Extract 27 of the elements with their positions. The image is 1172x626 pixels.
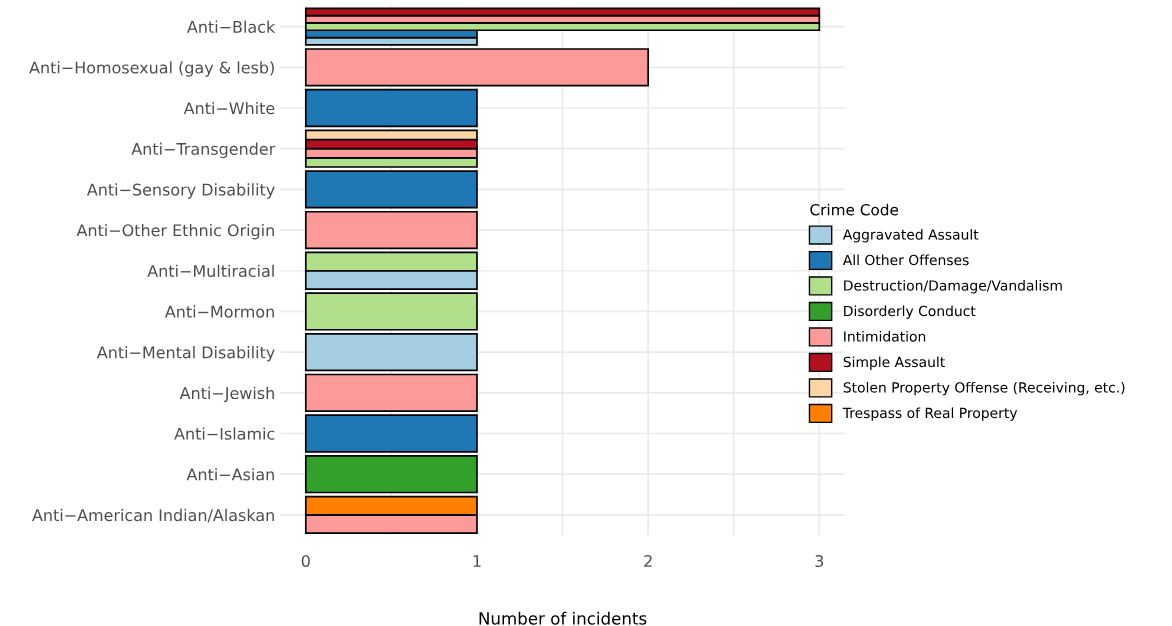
y-tick-label: Anti−American Indian/Alaskan — [32, 508, 274, 523]
x-tick-label: 1 — [473, 555, 481, 567]
legend-title: Crime Code — [810, 203, 899, 216]
y-tick-label: Anti−Sensory Disability — [86, 183, 275, 199]
y-tick-label: Anti−Black — [187, 20, 276, 33]
x-tick-label: 3 — [815, 554, 824, 568]
legend-label: Trespass of Real Property — [842, 407, 1018, 421]
y-tick-label: Anti−Transgender — [131, 142, 276, 159]
y-tick-label: Anti−White — [183, 101, 275, 115]
x-tick-label: 2 — [644, 554, 652, 567]
x-axis-title: Number of incidents — [479, 611, 647, 625]
y-tick-label: Anti−Homosexual (gay & lesb) — [29, 61, 274, 77]
y-tick-label: Anti−Asian — [186, 468, 274, 481]
legend-label: Intimidation — [844, 330, 926, 342]
y-tick-label: Anti−Mormon — [164, 305, 274, 318]
y-tick-label: Anti−Jewish — [179, 386, 274, 403]
legend-label: Simple Assault — [843, 356, 945, 370]
legend-label: Stolen Property Offense (Receiving, etc.) — [843, 381, 1125, 396]
y-tick-label: Anti−Islamic — [174, 427, 275, 440]
y-tick-label: Anti−Other Ethnic Origin — [76, 223, 274, 240]
x-tick-label: 0 — [301, 554, 310, 568]
legend-label: All Other Offenses — [842, 254, 969, 266]
y-tick-label: Anti−Multiracial — [147, 264, 274, 278]
y-tick-label: Anti−Mental Disability — [96, 346, 275, 362]
legend-label: Aggravated Assault — [842, 229, 979, 243]
legend-label: Destruction/Damage/Vandalism — [844, 279, 1062, 294]
legend-label: Disorderly Conduct — [844, 305, 976, 319]
